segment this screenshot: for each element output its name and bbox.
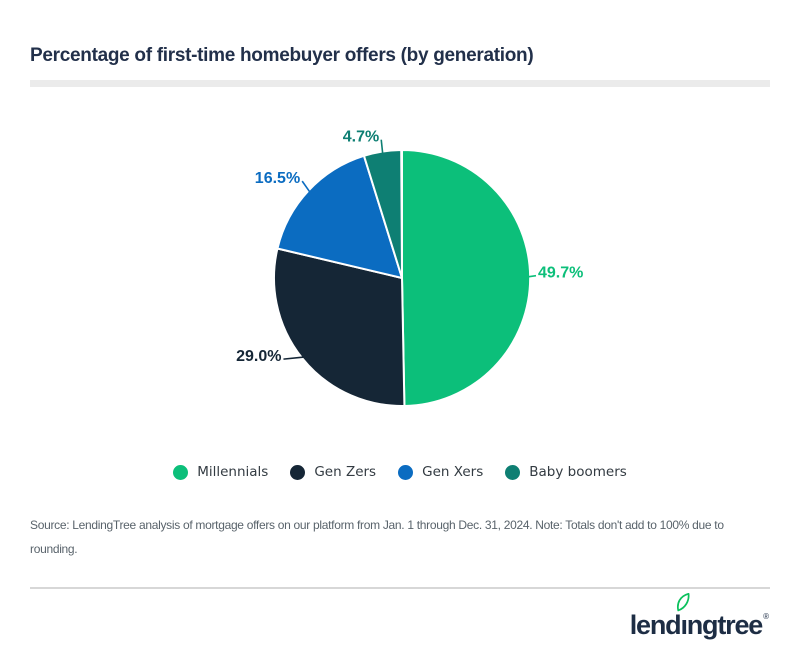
source-note-line2: rounding. [30,542,78,556]
legend-label-millennials: Millennials [197,464,269,480]
logo-text-pre: lend [629,610,682,640]
pie-slice-millennials [401,149,532,407]
pie-slice-gen-zers [273,247,406,407]
legend-item-millennials: Millennials [173,464,268,480]
legend-label-gen-zers: Gen Zers [314,464,377,480]
logo-text-post: ngtree [686,610,764,640]
legend-dot-millennials [173,464,189,480]
title-underline [30,80,770,87]
logo-i-glyph: ı [680,610,688,640]
pie-label-baby-boomers: 4.7% [343,129,379,146]
source-note-line1: Source: LendingTree analysis of mortgage… [30,518,724,532]
footer-divider [30,587,770,589]
legend-label-baby-boomers: Baby boomers [529,464,627,480]
legend-item-baby-boomers: Baby boomers [505,464,627,480]
legend-dot-baby-boomers [505,464,521,480]
legend-dot-gen-xers [398,464,414,480]
leaf-icon [677,593,690,612]
pie-label-millennials: 49.7% [538,265,583,282]
pie-leader-baby-boomers [380,139,384,154]
chart-legend: Millennials Gen Zers Gen Xers Baby boome… [0,464,800,480]
pie-label-gen-zers: 29.0% [236,348,281,365]
pie-leader-gen-xers [301,180,311,193]
lendingtree-logo: lend ıngtree® [629,593,769,641]
registered-trademark: ® [763,612,769,621]
legend-label-gen-xers: Gen Xers [422,464,484,480]
legend-item-gen-zers: Gen Zers [290,464,376,480]
pie-leader-millennials [527,274,537,278]
pie-leader-gen-zers [283,356,304,360]
leaf-shape [677,593,690,612]
logo-letter-i: ı [677,593,690,641]
legend-item-gen-xers: Gen Xers [398,464,483,480]
pie-label-gen-xers: 16.5% [255,170,300,187]
legend-dot-gen-zers [290,464,306,480]
source-note: Source: LendingTree analysis of mortgage… [30,513,724,561]
chart-title: Percentage of first-time homebuyer offer… [30,45,534,66]
